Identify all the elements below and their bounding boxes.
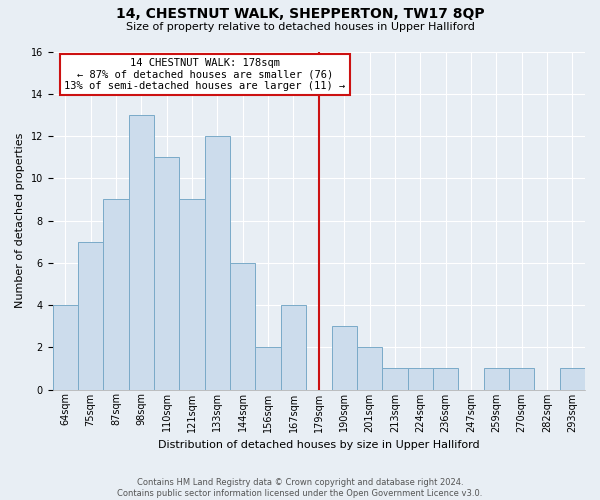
Bar [433,368,458,390]
Text: 14, CHESTNUT WALK, SHEPPERTON, TW17 8QP: 14, CHESTNUT WALK, SHEPPERTON, TW17 8QP [116,8,484,22]
Bar [382,368,407,390]
Text: 14 CHESTNUT WALK: 178sqm
← 87% of detached houses are smaller (76)
13% of semi-d: 14 CHESTNUT WALK: 178sqm ← 87% of detach… [64,58,346,91]
Bar [407,368,433,390]
Text: Size of property relative to detached houses in Upper Halliford: Size of property relative to detached ho… [125,22,475,32]
X-axis label: Distribution of detached houses by size in Upper Halliford: Distribution of detached houses by size … [158,440,479,450]
Bar [53,305,78,390]
Bar [256,348,281,390]
Bar [357,348,382,390]
Bar [103,200,129,390]
Bar [484,368,509,390]
Bar [179,200,205,390]
Bar [560,368,585,390]
Bar [154,157,179,390]
Text: Contains HM Land Registry data © Crown copyright and database right 2024.
Contai: Contains HM Land Registry data © Crown c… [118,478,482,498]
Y-axis label: Number of detached properties: Number of detached properties [15,133,25,308]
Bar [78,242,103,390]
Bar [129,115,154,390]
Bar [281,305,306,390]
Bar [332,326,357,390]
Bar [509,368,535,390]
Bar [205,136,230,390]
Bar [230,263,256,390]
